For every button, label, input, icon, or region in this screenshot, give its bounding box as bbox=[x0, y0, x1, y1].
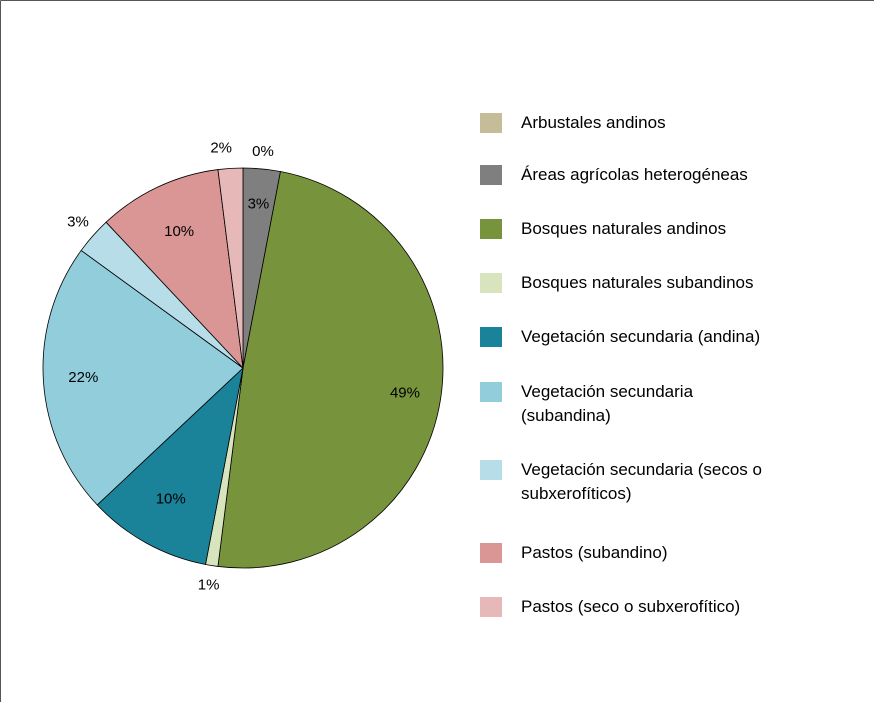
data-label: 1% bbox=[198, 576, 220, 593]
legend-swatch bbox=[480, 597, 502, 617]
legend-label: Áreas agrícolas heterogéneas bbox=[521, 165, 748, 184]
legend-label: Arbustales andinos bbox=[521, 113, 666, 132]
legend-swatch bbox=[480, 219, 502, 239]
pie-slice bbox=[217, 167, 244, 369]
legend-label: Bosques naturales andinos bbox=[521, 219, 727, 238]
legend-label: Vegetación secundaria (andina) bbox=[521, 327, 761, 346]
data-label: 2% bbox=[210, 139, 232, 156]
legend-item: Arbustales andinos bbox=[480, 113, 780, 135]
legend-swatch bbox=[480, 460, 502, 480]
data-label: 3% bbox=[67, 213, 89, 230]
legend-swatch bbox=[480, 273, 502, 293]
data-label: 10% bbox=[164, 223, 194, 240]
legend-label: Vegetación secundaria (subandina) bbox=[521, 382, 694, 425]
legend-label: Bosques naturales subandinos bbox=[521, 273, 754, 292]
legend-swatch bbox=[480, 113, 502, 133]
legend-item: Bosques naturales subandinos bbox=[480, 273, 780, 295]
data-label: 3% bbox=[248, 196, 270, 213]
legend-item: Bosques naturales andinos bbox=[480, 219, 780, 241]
pie-slice bbox=[105, 169, 244, 370]
legend-item: Pastos (subandino) bbox=[480, 543, 780, 565]
legend-label: Pastos (seco o subxerofítico) bbox=[521, 597, 741, 616]
pie-slice bbox=[217, 171, 444, 569]
legend-item: Áreas agrícolas heterogéneas bbox=[480, 165, 780, 187]
data-label: 49% bbox=[390, 385, 420, 402]
legend-label: Vegetación secundaria (secos o subxerofí… bbox=[521, 460, 762, 503]
pie-slice bbox=[42, 249, 244, 506]
data-label: 10% bbox=[156, 490, 186, 507]
legend-swatch bbox=[480, 543, 502, 563]
legend-swatch bbox=[480, 382, 502, 402]
legend-swatch bbox=[480, 327, 502, 347]
legend-item: Vegetación secundaria (secos o subxerofí… bbox=[480, 460, 780, 506]
legend-label: Pastos (subandino) bbox=[521, 543, 668, 562]
data-label: 22% bbox=[68, 369, 98, 386]
data-label: 0% bbox=[252, 143, 274, 160]
legend-item: Vegetación secundaria (andina) bbox=[480, 327, 780, 349]
legend-swatch bbox=[480, 165, 502, 185]
legend-item: Vegetación secundaria (subandina) bbox=[480, 382, 780, 428]
pie-slice bbox=[96, 366, 244, 565]
legend-item: Pastos (seco o subxerofítico) bbox=[480, 597, 780, 619]
